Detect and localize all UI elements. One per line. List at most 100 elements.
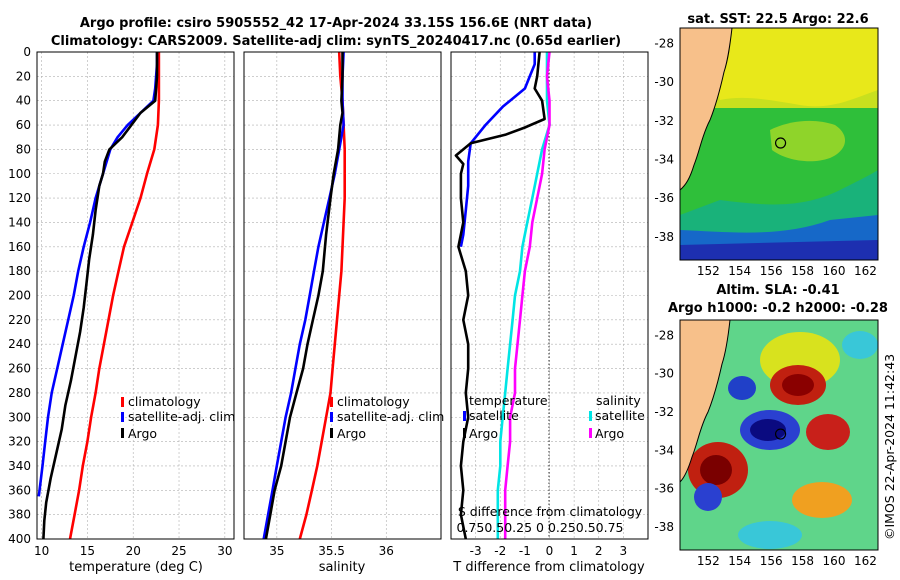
sla-land [680,320,730,482]
sla-lon-tick-label: 152 [697,554,720,568]
sla-lon-tick-label: 162 [854,554,877,568]
depth-tick-label: 320 [8,435,31,449]
sst-lat-tick-label: -32 [654,114,674,128]
sla-lon-tick-label: 156 [760,554,783,568]
sla-low-southwest [694,483,722,511]
difference-xtick-label: -3 [470,544,482,558]
sla-lon-tick-label: 154 [728,554,751,568]
sst-coastline [680,28,733,191]
temperature-xtick-label: 10 [34,544,49,558]
sst-lon-tick-label: 162 [854,264,877,278]
depth-tick-label: 280 [8,386,31,400]
difference-xtick-label: 0 [546,544,554,558]
sla-map-frame [679,319,879,551]
sla-lon-tick-label: 158 [791,554,814,568]
legend-climatology-swatch [330,397,333,407]
depth-tick-label: 180 [8,264,31,278]
legend-salinity-heading: salinity [596,393,641,408]
difference-xtick-label: 2 [595,544,603,558]
series-line-t-satellite [459,52,537,248]
temperature-xlabel: temperature (deg C) [69,560,203,575]
sst-argo-position-marker [774,137,787,149]
sla-high-north-core [782,374,814,396]
sst-map-panel: sat. SST: 22.5 Argo: 22.6 152 154 156 158 16… [654,12,879,278]
series-line-argo [42,52,159,540]
sla-map-title-line2: Argo h1000: -0.2 h2000: -0.28 [668,301,888,316]
legend-s-argo-swatch [589,428,592,438]
sla-lon-tick-label: 160 [823,554,846,568]
depth-tick-labels: 0 20 40 60 80 100 120 140 160 180 200 220 240 260 280 3… [8,45,31,546]
legend-climatology-label: climatology [337,394,410,409]
copyright-timestamp: ©IMOS 22-Apr-2024 11:42:43 [882,354,897,540]
difference-grid [451,51,648,540]
sst-map-image [680,28,878,260]
legend-s-satellite-label: satellite [595,408,645,423]
depth-tick-label: 360 [8,483,31,497]
sla-coastline [680,320,731,483]
difference-xtick-label: -1 [519,544,531,558]
sst-lat-tick-label: -38 [654,230,674,244]
sla-orange-southeast [792,482,852,518]
sla-high-east [806,414,850,450]
difference-tick-labels: -3 -2 -1 0 1 2 3 [470,544,628,558]
series-line-climatology [298,51,347,540]
temperature-xtick-label: 30 [217,544,232,558]
s-difference-tick-labels: 0.750.50.25 0 0.250.50.75 [457,520,624,535]
sla-map-panel: Altim. SLA: -0.41 Argo h1000: -0.2 h2000… [654,283,888,568]
legend-t-argo-swatch [463,428,466,438]
temperature-xtick-label: 15 [80,544,95,558]
difference-xtick-label: -2 [494,544,506,558]
salinity-legend: climatology satellite-adj. clim Argo [330,394,444,441]
sla-map-image [680,320,878,550]
depth-tick-label: 40 [16,94,31,108]
sla-low-centre-core [750,419,786,441]
legend-argo-swatch [121,428,124,438]
salinity-xtick-label: 35 [269,544,284,558]
depth-tick-label: 200 [8,289,31,303]
sst-map-frame [679,27,879,261]
salinity-xlabel: salinity [319,560,366,575]
sla-lat-tick-label: -34 [654,443,674,457]
legend-t-satellite-label: satellite [469,408,519,423]
salinity-xtick-label: 35.5 [318,544,345,558]
legend-argo-label: Argo [128,426,157,441]
sla-cyan-south [738,521,802,549]
difference-xtick-label: 3 [620,544,628,558]
legend-t-satellite-swatch [463,411,466,421]
salinity-xtick-label: 36 [379,544,394,558]
sst-lat-tick-label: -34 [654,152,674,166]
difference-xtick-label: 1 [570,544,578,558]
series-line-s-argo [503,51,551,539]
sla-low-west [728,376,756,400]
depth-tick-label: 140 [8,215,31,229]
sst-lat-tick-label: -30 [654,75,674,89]
depth-tick-label: 80 [16,142,31,156]
legend-argo-swatch [330,428,333,438]
temperature-grid [37,51,234,540]
sla-high-southwest-core [700,455,732,485]
salinity-panel: 35 35.5 36 salinity climatology satellite-… [243,51,444,575]
difference-xlabel: T difference from climatology [452,560,645,575]
sla-lat-tick-label: -30 [654,367,674,381]
depth-tick-label: 380 [8,508,31,522]
sla-map-tick-labels: 152 154 156 158 160 162 -28 -30 -32 -34 -36 -38 [654,328,876,568]
sla-lat-tick-label: -28 [654,328,674,342]
temperature-legend: climatology satellite-adj. clim Argo [121,394,235,441]
series-line-satellite-adj-clim [37,52,159,497]
sst-lon-tick-label: 160 [823,264,846,278]
temperature-tick-labels: 10 15 20 25 30 [34,544,233,558]
depth-tick-label: 60 [16,118,31,132]
temperature-axes-frame [36,51,235,540]
sst-lon-tick-label: 152 [697,264,720,278]
depth-tick-label: 240 [8,337,31,351]
legend-satellite-label: satellite-adj. clim [128,409,235,424]
depth-tick-label: 160 [8,240,31,254]
depth-tick-label: 100 [8,167,31,181]
temperature-xtick-label: 25 [171,544,186,558]
s-difference-label: S difference from climatology [458,504,643,519]
sla-argo-position-marker [774,428,787,440]
sla-cyan-blob [842,331,878,359]
sst-lon-tick-label: 154 [728,264,751,278]
sla-map-title-line1: Altim. SLA: -0.41 [716,283,839,298]
depth-tick-label: 300 [8,410,31,424]
